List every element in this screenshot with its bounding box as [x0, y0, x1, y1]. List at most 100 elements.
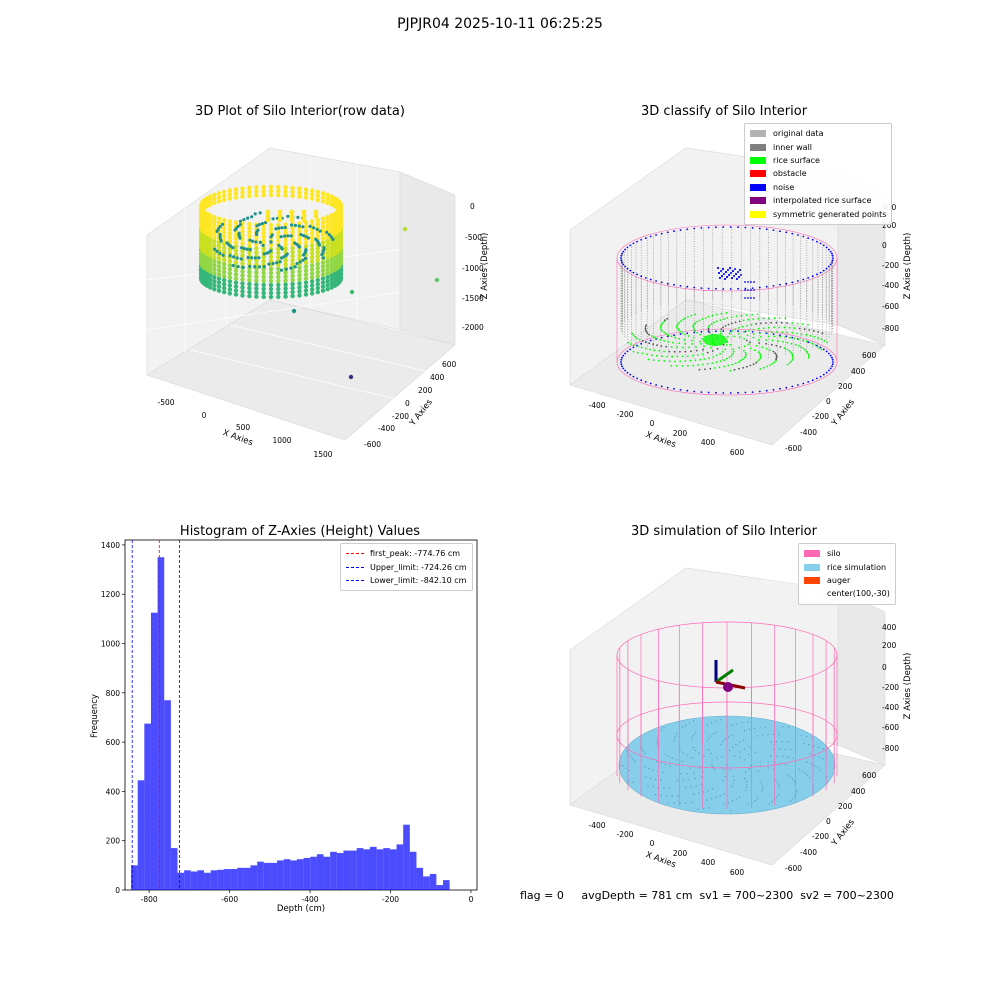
- noise-point: [632, 346, 635, 349]
- cloud-point: [233, 268, 239, 273]
- outlier-point: [434, 277, 440, 283]
- rice-surface-point: [778, 326, 781, 329]
- cloud-point: [332, 275, 338, 280]
- noise-point: [621, 365, 623, 368]
- rice-surface-point: [646, 332, 649, 335]
- cloud-point: [290, 261, 295, 267]
- rice-surface-point: [719, 330, 722, 333]
- rice-surface-point: [746, 365, 748, 368]
- rice-surface-point: [651, 354, 653, 356]
- rice-surface-point: [731, 363, 734, 366]
- p4-ytick: 400: [851, 787, 866, 796]
- noise-point: [673, 283, 675, 286]
- p1-zlabel: Z Axies (Depth): [480, 233, 490, 300]
- rice-surface-point: [726, 317, 729, 319]
- rice-surface-point: [686, 355, 689, 357]
- p4-ytick: 0: [826, 817, 831, 826]
- cloud-point: [247, 193, 252, 199]
- cloud-point: [320, 280, 326, 285]
- cloud-point: [233, 232, 239, 237]
- cloud-point: [297, 281, 302, 286]
- cloud-point: [216, 276, 222, 281]
- cloud-point: [233, 220, 239, 225]
- cloud-point: [216, 264, 222, 269]
- cloud-point: [261, 270, 266, 276]
- cloud-point: [303, 292, 309, 297]
- cloud-point: [309, 271, 315, 276]
- noise-point: [644, 277, 647, 279]
- cloud-point: [212, 196, 217, 201]
- rice-surface-point: [731, 330, 734, 332]
- cloud-point: [212, 219, 217, 224]
- rice-surface-point: [769, 364, 771, 366]
- cloud-point: [325, 255, 330, 260]
- cloud-point: [320, 220, 326, 225]
- rice-surface-point: [670, 364, 673, 367]
- rice-surface-point: [755, 322, 757, 325]
- cloud-point: [320, 232, 326, 237]
- rice-surface-point: [770, 343, 773, 346]
- panel1-point-cloud: [198, 184, 344, 300]
- rice-surface-point: [734, 328, 737, 331]
- noise-point: [831, 356, 833, 359]
- noise-point: [831, 252, 833, 255]
- p2-ytick: 400: [851, 367, 866, 376]
- noise-point: [722, 392, 725, 394]
- rice-surface-point: [773, 335, 776, 338]
- rice-surface-point: [677, 323, 679, 325]
- cloud-point: [240, 249, 245, 254]
- histogram-bar: [350, 850, 357, 890]
- cloud-point: [227, 287, 233, 292]
- legend-item: rice surface: [750, 154, 886, 167]
- cloud-point: [276, 286, 281, 292]
- cloud-point: [240, 233, 245, 238]
- cloud-point: [240, 229, 245, 234]
- cloud-point: [297, 285, 302, 290]
- cloud-point: [260, 221, 264, 226]
- p4-ztick: -800: [882, 744, 899, 753]
- rice-surface-point: [719, 319, 722, 321]
- rice-surface-point: [684, 333, 686, 336]
- rice-surface-point: [678, 342, 681, 345]
- cloud-point: [297, 293, 302, 298]
- rice-surface-point: [719, 332, 722, 335]
- rice-surface-point: [701, 353, 704, 355]
- noise-point: [825, 246, 828, 249]
- cloud-point: [320, 191, 326, 196]
- rice-surface-point: [730, 354, 733, 357]
- cloud-point: [315, 273, 320, 279]
- rice-surface-point: [640, 346, 643, 349]
- noise-point: [640, 342, 643, 345]
- p1-ytick: 400: [430, 373, 445, 382]
- rice-surface-point: [742, 325, 744, 328]
- histogram-bar: [316, 854, 324, 890]
- noise-point: [719, 277, 721, 279]
- noise-point: [831, 365, 833, 368]
- cloud-point: [283, 286, 288, 291]
- rice-surface-point: [738, 332, 740, 335]
- cloud-point: [261, 254, 266, 260]
- cloud-point: [318, 229, 322, 233]
- noise-point: [785, 386, 788, 389]
- cloud-point: [212, 283, 217, 288]
- p2-ytick: 0: [826, 397, 831, 406]
- noise-point: [644, 237, 647, 240]
- rice-surface-point: [690, 350, 692, 353]
- noise-point: [765, 228, 768, 231]
- rice-surface-point: [703, 358, 706, 360]
- p2-ytick: -600: [785, 444, 802, 453]
- cloud-point: [332, 243, 338, 248]
- noise-point: [707, 287, 710, 290]
- rice-surface-point: [708, 331, 711, 334]
- cloud-point: [332, 211, 338, 216]
- cloud-point: [254, 246, 259, 251]
- cloud-point: [248, 264, 252, 268]
- histogram-bar: [403, 824, 410, 890]
- rice-surface-point: [758, 359, 760, 361]
- cloud-point: [297, 237, 302, 242]
- panel1-z-ticks: 0 -500 -1000 -1500 -2000: [462, 202, 484, 332]
- cloud-point: [290, 293, 295, 299]
- cloud-point: [233, 248, 239, 253]
- noise-point: [816, 240, 818, 243]
- cloud-point: [338, 201, 343, 207]
